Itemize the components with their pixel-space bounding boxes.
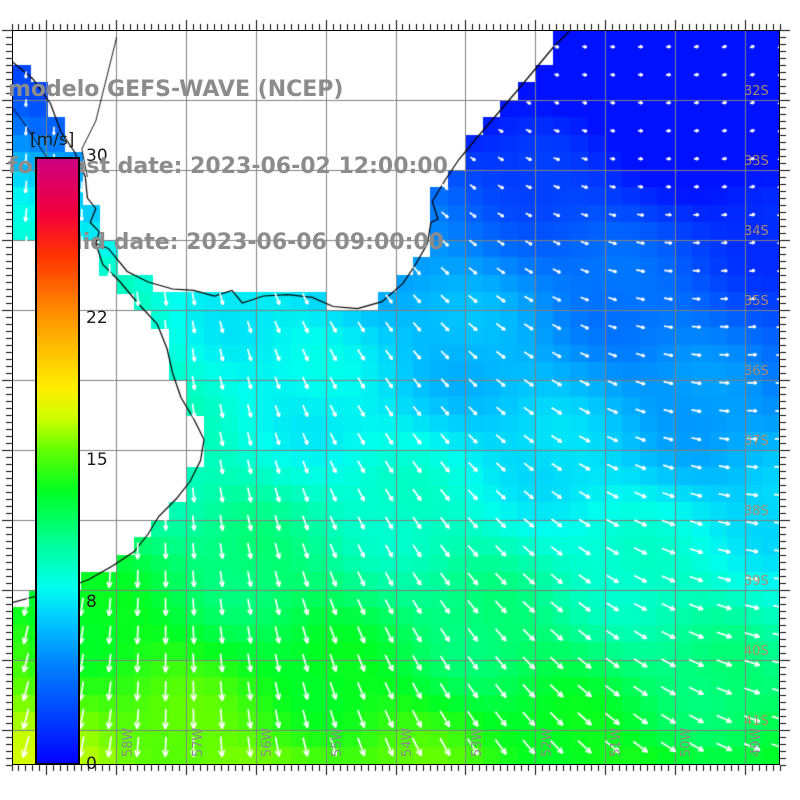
colorbar[interactable] — [35, 157, 80, 765]
title-model-line: modelo GEFS-WAVE (NCEP) — [8, 77, 344, 103]
colorbar-unit-label: [m/s] — [30, 130, 75, 150]
